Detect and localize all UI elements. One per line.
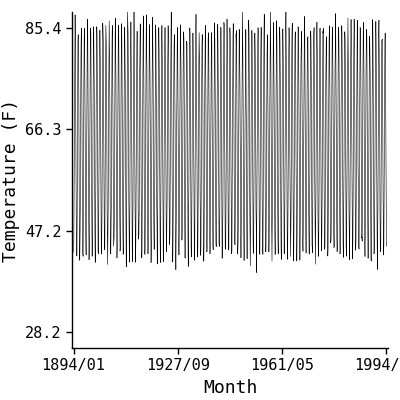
X-axis label: Month: Month: [203, 379, 257, 397]
Y-axis label: Temperature (F): Temperature (F): [2, 98, 20, 262]
